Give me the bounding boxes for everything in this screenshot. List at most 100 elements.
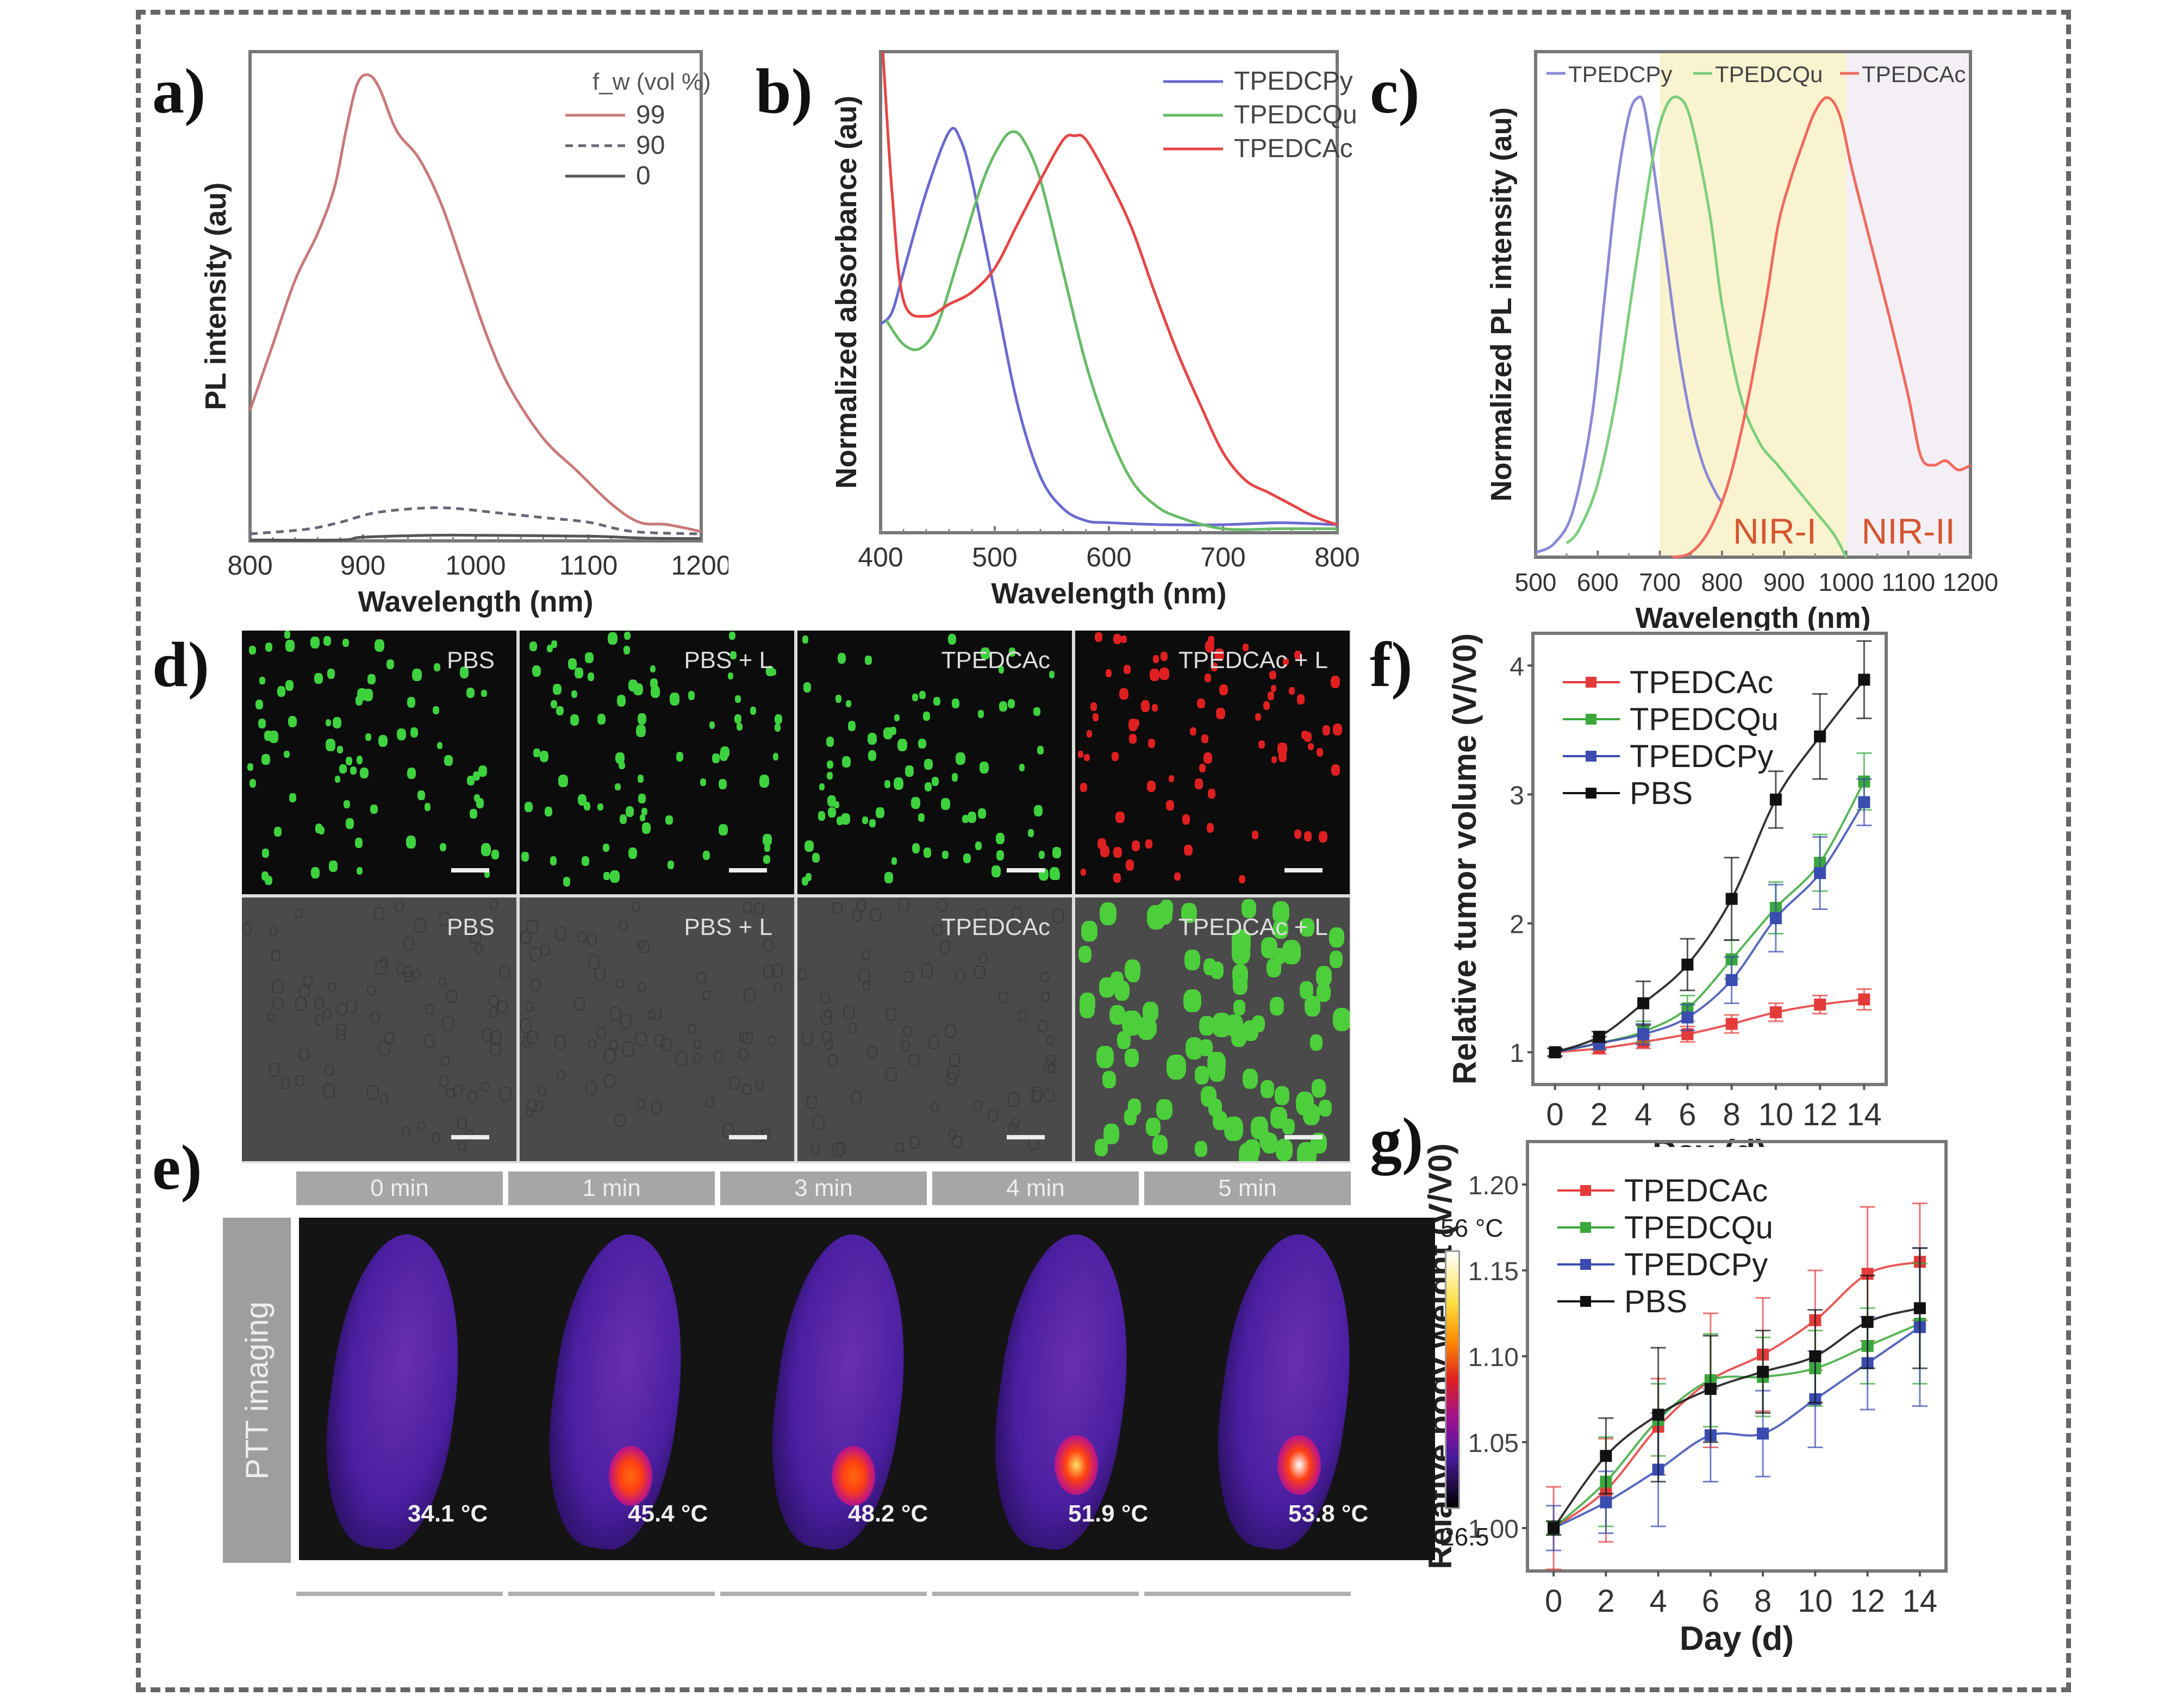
- cell: [1316, 747, 1324, 757]
- cell: [729, 631, 736, 640]
- cell: [1120, 635, 1127, 644]
- cell: [314, 672, 323, 684]
- cell: [609, 1040, 618, 1051]
- cell: [1160, 652, 1168, 662]
- y-tick-label: 1.05: [1468, 1429, 1519, 1458]
- cell: [763, 939, 774, 952]
- cell: [1271, 685, 1277, 693]
- cell: [1008, 647, 1016, 657]
- tumor-hotspot: [1277, 1435, 1321, 1495]
- cell: [295, 997, 307, 1012]
- cell: [1263, 701, 1270, 710]
- micrograph-fluorescence-3: TPEDCAc: [797, 631, 1072, 894]
- cell: [962, 815, 969, 824]
- cell: [670, 693, 680, 706]
- region-nir-i: [1660, 52, 1847, 557]
- data-point-pbs: [1725, 893, 1738, 905]
- cell: [1330, 951, 1343, 968]
- cell: [730, 651, 737, 659]
- column-divider-bar: [1144, 1592, 1351, 1596]
- cell: [1282, 658, 1289, 666]
- series-line-pbs: [1554, 679, 1865, 1054]
- y-axis-label: PL intensity (au): [199, 182, 232, 410]
- y-tick-label: 2: [1510, 911, 1524, 939]
- legend-label-tpedcqu: TPEDCQu: [1624, 1210, 1773, 1245]
- cell: [718, 824, 728, 836]
- cell: [1205, 640, 1215, 653]
- cell: [526, 919, 538, 934]
- cell: [413, 969, 421, 979]
- x-tick-label: 500: [972, 542, 1017, 572]
- cell: [533, 1100, 544, 1112]
- chart-c-normalized-pl: NIR-I NIR-II 500 600 700 800 900 1000 1100 1200 Wa…: [1485, 50, 1998, 631]
- time-point-header: 3 min: [720, 1171, 927, 1205]
- data-point-tpedcpy: [1814, 867, 1826, 880]
- time-point-header: 1 min: [508, 1171, 715, 1205]
- cell: [933, 696, 940, 706]
- cell: [727, 672, 733, 680]
- cell: [739, 1031, 749, 1042]
- series-line-tpedcpy: [880, 127, 1338, 527]
- cell: [1295, 1092, 1314, 1116]
- cell: [948, 1130, 957, 1139]
- scale-bar: [1284, 1135, 1323, 1139]
- cell: [1102, 1070, 1116, 1089]
- chart-b-absorbance: 400 500 600 700 800 Wavelength (nm) Normalized…: [830, 50, 1359, 610]
- cell: [802, 635, 808, 644]
- cell: [539, 750, 548, 762]
- cell: [650, 665, 656, 673]
- cell: [1262, 1133, 1278, 1154]
- panel-label-b: b): [756, 55, 813, 127]
- cell: [258, 718, 266, 728]
- legend-marker-tpedcqu: [1580, 1222, 1591, 1233]
- cell: [905, 765, 914, 777]
- cell: [885, 1067, 897, 1082]
- cell: [932, 923, 943, 937]
- legend-label-tpedcpy: TPEDCPy: [1234, 67, 1353, 96]
- cell: [702, 990, 710, 1000]
- cell: [271, 950, 280, 962]
- x-tick-label: 600: [1577, 568, 1619, 596]
- data-point-tpedcac: [1725, 1018, 1738, 1030]
- series-line-99: [248, 73, 702, 533]
- cell: [446, 1087, 455, 1099]
- panel-label-f: f): [1370, 629, 1413, 700]
- cell: [1219, 684, 1228, 696]
- cell: [356, 756, 363, 764]
- cell: [876, 807, 884, 818]
- cell: [272, 997, 283, 1011]
- column-divider-bar: [720, 1592, 927, 1596]
- x-axis-label: Wavelength (nm): [358, 585, 593, 618]
- cell: [318, 826, 325, 835]
- micrograph-fluorescence-4: TPEDCAc + L: [1075, 631, 1350, 894]
- cell: [1131, 840, 1140, 852]
- cell: [1122, 1010, 1142, 1036]
- y-axis-label: Normalized absorbance (au): [830, 96, 863, 489]
- cell: [255, 700, 263, 710]
- cell: [588, 672, 595, 682]
- cell: [247, 763, 253, 771]
- cell: [1080, 782, 1087, 792]
- cell: [637, 775, 644, 783]
- time-point-header: 4 min: [932, 1171, 1139, 1205]
- cell: [910, 1136, 920, 1149]
- cell: [764, 844, 770, 852]
- cell: [884, 872, 894, 883]
- cell: [1233, 999, 1246, 1015]
- cell: [615, 752, 625, 764]
- cell: [1086, 730, 1093, 738]
- cell: [690, 918, 699, 928]
- cell: [884, 780, 891, 788]
- cell: [845, 700, 851, 708]
- cell: [459, 666, 469, 678]
- cell: [563, 877, 570, 887]
- cell: [1081, 920, 1097, 942]
- cell: [489, 1007, 498, 1018]
- cell: [623, 646, 631, 654]
- cell: [295, 908, 303, 918]
- cell: [470, 809, 477, 819]
- cell: [1033, 707, 1041, 716]
- cell: [921, 963, 933, 978]
- temperature-readout: 45.4 °C: [628, 1500, 708, 1527]
- cell: [325, 719, 331, 726]
